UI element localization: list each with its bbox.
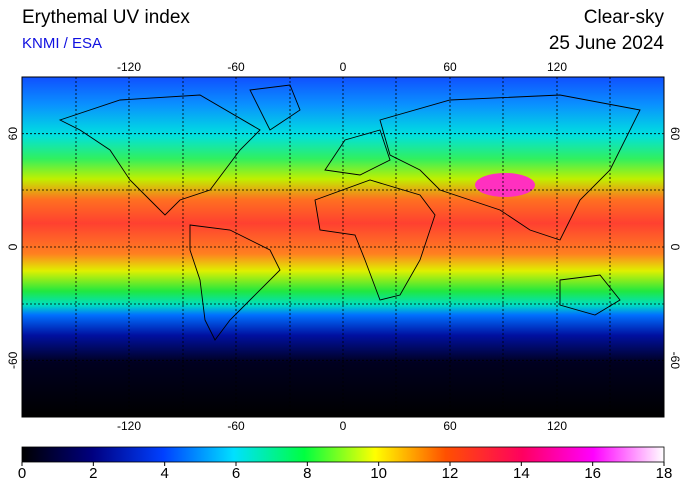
lat-label-left: 0 [6,243,20,250]
colorbar-label: 6 [232,465,240,482]
colorbar [21,446,665,463]
lon-label-top: -60 [227,60,245,74]
source: KNMI / ESA [22,35,102,52]
lat-label-right: 60 [668,127,682,141]
lon-label-top: 0 [340,60,347,74]
colorbar-label: 18 [656,465,673,482]
lat-label-left: 60 [6,127,20,141]
colorbar-label: 0 [18,465,26,482]
lon-label-bottom: 0 [340,419,347,433]
lat-label-right: -60 [668,352,682,370]
lon-label-bottom: 120 [547,419,567,433]
uv-hotspot [475,173,535,197]
lon-label-bottom: -120 [117,419,141,433]
lon-label-bottom: -60 [227,419,245,433]
lon-label-bottom: 60 [443,419,457,433]
colorbar-label: 12 [442,465,459,482]
lon-label-top: -120 [117,60,141,74]
condition: Clear-sky [584,7,665,28]
colorbar-label: 8 [303,465,311,482]
title: Erythemal UV index [22,7,190,28]
lon-label-top: 60 [443,60,457,74]
colorbar-label: 2 [89,465,97,482]
coastlines [58,84,641,341]
lat-label-right: 0 [668,244,682,251]
colorbar-label: 14 [513,465,530,482]
lat-label-left: -60 [6,351,20,369]
colorbar-label: 16 [584,465,601,482]
colorbar-label: 4 [160,465,168,482]
colorbar-label: 10 [370,465,387,482]
date: 25 June 2024 [549,33,665,54]
lon-label-top: 120 [547,60,567,74]
